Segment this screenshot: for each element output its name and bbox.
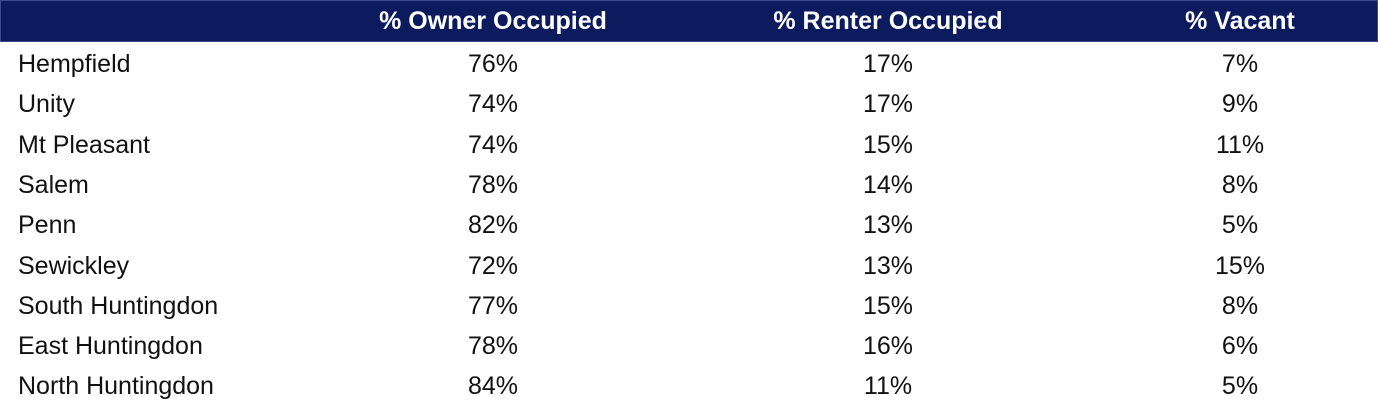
table-cell: 82%	[467, 211, 519, 240]
column-header: % Owner Occupied	[379, 7, 607, 35]
table-cell: 8%	[1221, 291, 1259, 320]
row-label: North Huntingdon	[18, 372, 214, 401]
column-header: % Renter Occupied	[773, 7, 1003, 35]
table-cell: 16%	[862, 332, 914, 361]
table-cell: 13%	[862, 251, 914, 280]
row-label: East Huntingdon	[18, 332, 203, 361]
table-cell: 17%	[862, 50, 914, 78]
table-cell: 74%	[467, 130, 519, 159]
row-label: Sewickley	[18, 251, 130, 280]
row-label: Salem	[18, 170, 89, 199]
table-cell: 8%	[1221, 170, 1259, 199]
table-cell: 78%	[467, 170, 519, 199]
table-cell: 14%	[862, 170, 914, 199]
table-cell: 15%	[862, 291, 914, 320]
table-cell: 84%	[467, 372, 519, 401]
column-header: % Vacant	[1185, 7, 1295, 35]
table-cell: 6%	[1221, 332, 1259, 361]
row-label: South Huntingdon	[18, 291, 219, 320]
table-cell: 9%	[1221, 90, 1259, 119]
table-cell: 17%	[862, 90, 914, 119]
table-cell: 76%	[467, 50, 519, 78]
table-cell: 15%	[862, 130, 914, 159]
table-cell: 11%	[1215, 130, 1265, 159]
table-cell: 5%	[1221, 372, 1259, 401]
table-cell: 5%	[1221, 211, 1259, 240]
table-cell: 11%	[863, 372, 913, 401]
table-cell: 78%	[467, 332, 519, 361]
table-cell: 7%	[1221, 50, 1259, 78]
table-cell: 77%	[467, 291, 519, 320]
table-cell: 72%	[467, 251, 519, 280]
table-cell: 15%	[1214, 251, 1266, 280]
row-label: Mt Pleasant	[18, 130, 151, 159]
table-cell: 13%	[862, 211, 914, 240]
row-label: Penn	[18, 211, 77, 240]
row-label: Hempfield	[18, 50, 131, 78]
row-label: Unity	[18, 90, 75, 119]
table-cell: 74%	[467, 90, 519, 119]
header-band	[0, 0, 1378, 42]
